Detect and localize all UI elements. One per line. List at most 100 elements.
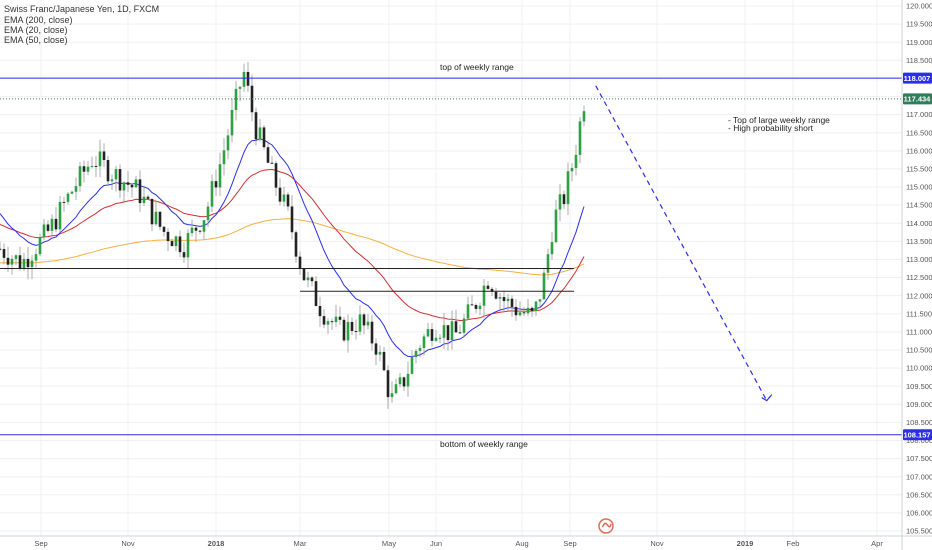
- candle-body: [30, 260, 34, 268]
- legend-ema-200: EMA (200, close): [4, 15, 73, 25]
- candle-body: [426, 329, 430, 337]
- price-tag-label: 118.007: [904, 74, 931, 83]
- ema-20-line: [0, 138, 585, 358]
- candle-body: [522, 312, 526, 314]
- candle-body: [238, 86, 242, 89]
- candle-body: [130, 184, 134, 188]
- price-tick-label: 113.500: [906, 237, 932, 246]
- tradingview-logo-icon[interactable]: [598, 518, 614, 534]
- legend-symbol: Swiss Franc/Japanese Yen, 1D, FXCM: [4, 4, 159, 14]
- levels: [0, 77, 902, 436]
- candle-body: [302, 268, 306, 281]
- candle-body: [22, 258, 26, 269]
- candle-body: [374, 343, 378, 355]
- candle-body: [330, 321, 334, 323]
- time-tick-label: Nov: [121, 539, 135, 548]
- candle-body: [358, 314, 362, 332]
- candle-body: [298, 256, 302, 269]
- candle-body: [418, 348, 422, 351]
- candle-body: [326, 321, 330, 325]
- candle-body: [362, 314, 366, 326]
- price-tick-label: 112.000: [906, 291, 932, 300]
- candle-body: [94, 165, 98, 167]
- candle-body: [518, 312, 522, 316]
- candle-body: [86, 166, 90, 172]
- candle-body: [450, 321, 454, 341]
- candle-body: [558, 194, 562, 210]
- candle-body: [454, 321, 458, 333]
- candle-body: [138, 179, 142, 204]
- candle-body: [234, 88, 238, 111]
- candle-body: [342, 319, 346, 341]
- candle-body: [118, 169, 122, 191]
- candle-body: [574, 154, 578, 169]
- price-tick-label: 110.500: [906, 346, 932, 355]
- candle-body: [578, 121, 582, 155]
- price-tick-label: 120.000: [906, 2, 932, 11]
- time-tick-label: May: [382, 539, 396, 548]
- candle-body: [46, 224, 50, 231]
- candle-body: [502, 297, 506, 302]
- candle-body: [78, 166, 82, 187]
- candle-body: [442, 325, 446, 338]
- candle-body: [270, 162, 274, 164]
- candle-body: [466, 304, 470, 319]
- candle-body: [218, 164, 222, 188]
- candle-body: [506, 298, 510, 302]
- candle-body: [314, 281, 318, 307]
- price-tag-label: 108.157: [903, 431, 930, 440]
- candle-body: [310, 277, 314, 282]
- candle-body: [90, 165, 94, 167]
- candle-body: [62, 201, 66, 203]
- candle-body: [178, 236, 182, 253]
- legend-ema-20: EMA (20, close): [4, 25, 68, 35]
- price-tag-label: 117.434: [904, 95, 932, 104]
- price-tick-label: 119.000: [906, 38, 932, 47]
- candle-body: [58, 201, 62, 230]
- price-tag-background: [903, 93, 932, 105]
- candle-body: [134, 179, 138, 188]
- price-tick-label: 106.000: [906, 508, 932, 517]
- candle-body: [486, 285, 490, 289]
- candle-body: [34, 254, 38, 261]
- candle-body: [142, 196, 146, 204]
- candle-body: [262, 127, 266, 148]
- price-tick-label: 109.500: [906, 382, 932, 391]
- candle-body: [542, 272, 546, 300]
- price-tick-label: 107.500: [906, 454, 932, 463]
- price-tick-label: 119.500: [906, 20, 932, 29]
- candle-body: [414, 350, 418, 358]
- candle-body: [290, 206, 294, 233]
- price-tick-label: 105.500: [906, 527, 932, 536]
- candle-body: [370, 321, 374, 344]
- candle-body: [346, 321, 350, 341]
- candle-body: [162, 226, 166, 232]
- candle-body: [478, 305, 482, 309]
- candle-body: [258, 127, 262, 140]
- time-tick-label: Jun: [430, 539, 442, 548]
- annotations: top of weekly range bottom of weekly ran…: [440, 62, 830, 449]
- time-tick-label: 2018: [208, 539, 225, 548]
- candle-body: [26, 258, 30, 268]
- price-tags: 118.007 117.434 108.157: [903, 72, 932, 441]
- candle-body: [546, 254, 550, 273]
- candle-body: [514, 306, 518, 316]
- candle-body: [202, 220, 206, 232]
- price-tick-label: 111.500: [906, 309, 932, 318]
- time-tick-label: Mar: [294, 539, 307, 548]
- candle-body: [354, 330, 358, 332]
- candle-body: [150, 198, 154, 225]
- candle-body: [82, 166, 86, 172]
- candle-body: [174, 236, 178, 247]
- price-tick-label: 112.500: [906, 273, 932, 282]
- candle-body: [530, 307, 534, 311]
- candle-body: [278, 187, 282, 202]
- time-tick-label: Nov: [650, 539, 664, 548]
- candle-body: [338, 316, 342, 320]
- candle-body: [550, 242, 554, 255]
- candle-body: [146, 196, 150, 199]
- candle-body: [194, 227, 198, 231]
